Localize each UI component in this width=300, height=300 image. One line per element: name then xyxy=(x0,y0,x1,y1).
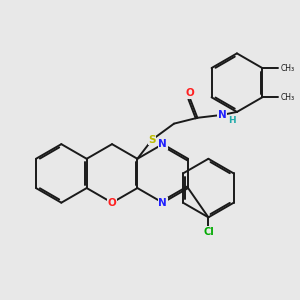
Text: CH₃: CH₃ xyxy=(281,64,295,73)
Text: CH₃: CH₃ xyxy=(281,93,295,102)
Text: O: O xyxy=(108,198,116,208)
Text: N: N xyxy=(218,110,227,120)
Text: S: S xyxy=(148,135,156,145)
Text: N: N xyxy=(158,139,167,149)
Text: O: O xyxy=(186,88,194,98)
Text: Cl: Cl xyxy=(203,227,214,237)
Text: H: H xyxy=(228,116,236,124)
Text: N: N xyxy=(158,198,167,208)
